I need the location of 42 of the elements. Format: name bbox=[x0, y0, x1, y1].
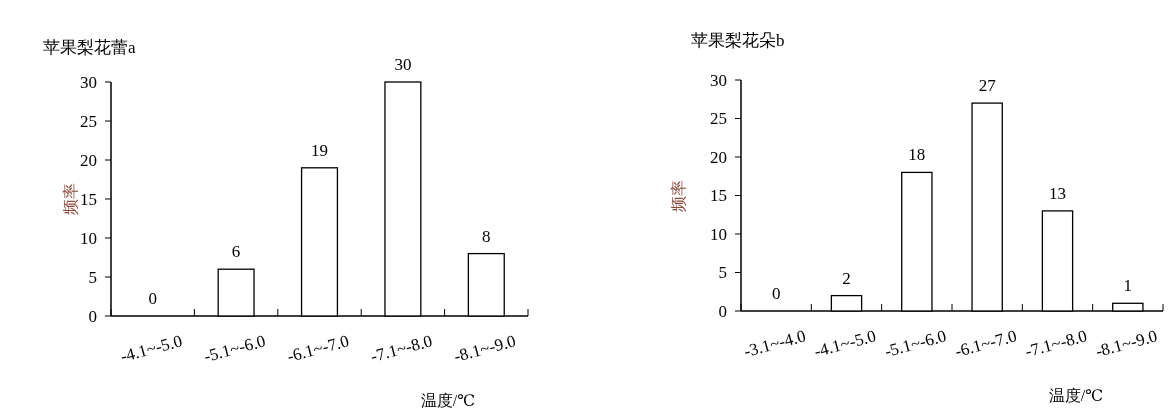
x-tick-label: -4.1~-5.0 bbox=[812, 326, 878, 362]
y-tick-label: 5 bbox=[88, 267, 97, 287]
data-label: 2 bbox=[842, 268, 851, 288]
y-tick-label: 30 bbox=[710, 70, 727, 90]
y-tick-label: 25 bbox=[80, 111, 97, 131]
x-tick-label: -3.1~-4.0 bbox=[741, 326, 808, 362]
x-tick-label: -6.1~-7.0 bbox=[952, 326, 1019, 362]
data-label: 27 bbox=[978, 76, 997, 96]
data-label: 30 bbox=[394, 55, 412, 74]
x-axis-title: 温度/℃ bbox=[1048, 387, 1104, 404]
chart-title: 苹果梨花朵b bbox=[691, 31, 785, 50]
y-tick-label: 10 bbox=[710, 224, 727, 244]
x-tick-label: -5.1~-6.0 bbox=[882, 326, 949, 362]
y-axis-title: 频率 bbox=[670, 179, 687, 212]
y-tick-label: 20 bbox=[80, 150, 97, 170]
y-tick-label: 10 bbox=[80, 228, 97, 248]
data-label: 1 bbox=[1123, 276, 1133, 296]
data-label: 8 bbox=[482, 226, 491, 246]
x-tick-label: -7.1~-8.0 bbox=[1023, 326, 1089, 362]
data-label: 13 bbox=[1049, 183, 1066, 203]
y-tick-label: 25 bbox=[710, 109, 727, 129]
x-tick-label: -5.1~-6.0 bbox=[201, 331, 268, 367]
y-tick-label: 15 bbox=[80, 189, 97, 209]
data-label: 19 bbox=[311, 140, 328, 160]
y-tick-label: 20 bbox=[710, 147, 727, 167]
y-tick-label: 0 bbox=[718, 301, 727, 321]
y-tick-label: 0 bbox=[88, 306, 97, 326]
x-tick-label: -8.1~-9.0 bbox=[451, 331, 518, 367]
data-label: 0 bbox=[771, 284, 781, 303]
y-tick-label: 15 bbox=[710, 186, 727, 206]
x-axis-title: 温度/℃ bbox=[420, 392, 476, 409]
x-tick-label: -4.1~-5.0 bbox=[118, 331, 185, 367]
y-axis-title: 频率 bbox=[62, 183, 79, 215]
y-tick-label: 30 bbox=[80, 72, 97, 92]
y-tick-label: 5 bbox=[718, 263, 727, 283]
x-tick-label: -8.1~-9.0 bbox=[1093, 326, 1160, 362]
data-label: 18 bbox=[908, 145, 926, 165]
x-tick-label: -6.1~-7.0 bbox=[285, 331, 351, 367]
x-tick-label: -7.1~-8.0 bbox=[368, 331, 435, 367]
data-label: 0 bbox=[148, 289, 157, 308]
chart-title: 苹果梨花蕾a bbox=[43, 38, 136, 57]
data-label: 6 bbox=[231, 242, 241, 262]
